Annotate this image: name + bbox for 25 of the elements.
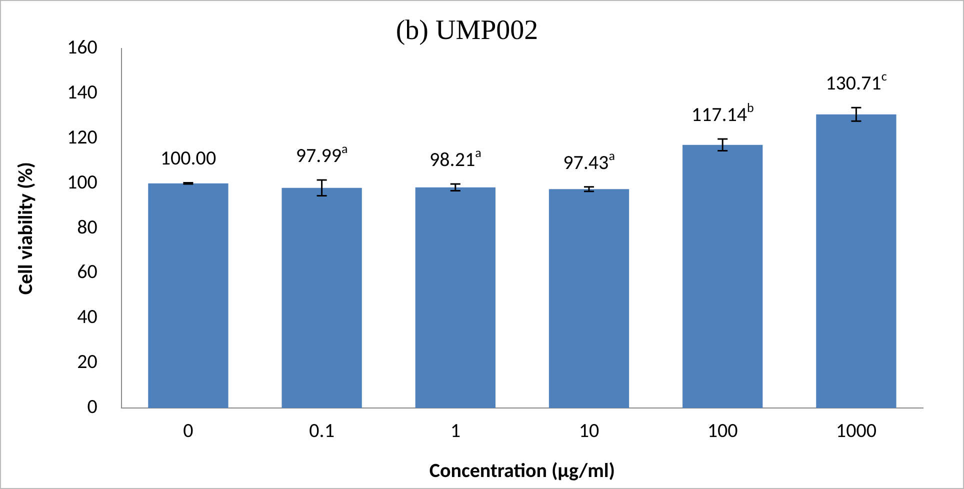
y-tick-label: 20 — [77, 350, 98, 374]
bar — [415, 187, 496, 408]
x-tick-label: 0 — [183, 419, 194, 443]
data-label: 100.00 — [160, 146, 216, 171]
y-tick-label: 140 — [66, 80, 98, 105]
x-tick-label: 10 — [578, 419, 600, 443]
y-tick-label: 80 — [77, 215, 98, 240]
y-tick-label: 160 — [66, 36, 98, 60]
y-tick-label: 100 — [66, 170, 98, 194]
y-axis-title: Cell viability (%) — [14, 162, 38, 295]
bar — [282, 188, 362, 408]
x-tick-label: 1000 — [836, 419, 876, 443]
y-tick-label: 0 — [87, 395, 98, 419]
bar — [682, 144, 763, 408]
x-tick-label: 100 — [707, 419, 738, 443]
bar — [548, 189, 630, 408]
bar — [148, 183, 228, 408]
x-tick-label: 1 — [450, 419, 460, 443]
y-tick-label: 60 — [77, 260, 98, 284]
y-tick-label: 40 — [77, 305, 98, 330]
chart-title: (b) UMP002 — [396, 15, 538, 46]
x-tick-label: 0.1 — [309, 419, 334, 443]
y-tick-label: 120 — [66, 125, 98, 150]
bar — [816, 114, 896, 408]
x-axis-title: Concentration (µg/ml) — [429, 459, 616, 483]
